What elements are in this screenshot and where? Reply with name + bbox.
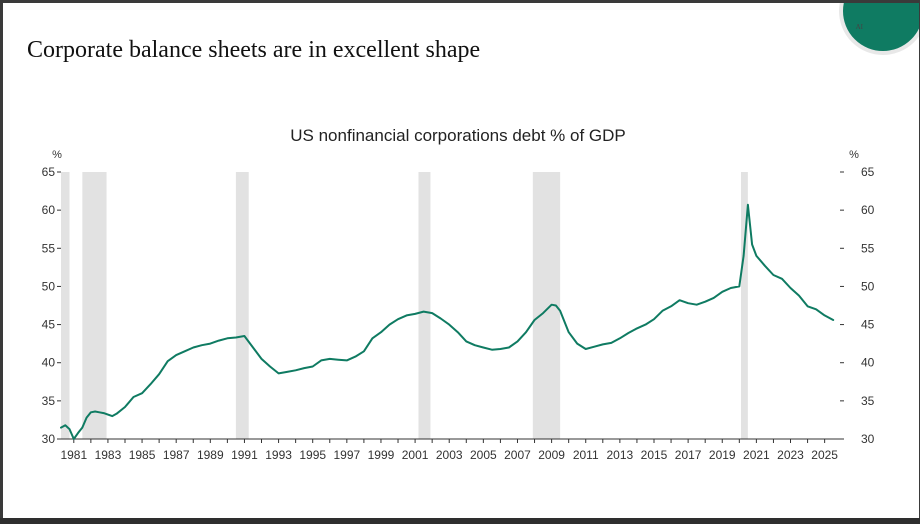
y-tick-label-right: 45 — [861, 318, 875, 332]
y-tick-label-left: 30 — [42, 432, 56, 446]
x-tick-label: 1997 — [333, 448, 360, 462]
axes: 30 30 35 35 40 40 45 45 50 50 55 55 60 60 65 65 1981 1983… — [42, 165, 875, 462]
x-tick-label: 2011 — [573, 448, 599, 462]
x-tick-label: 1985 — [129, 448, 156, 462]
recession-band — [61, 172, 70, 439]
y-tick-label-right: 50 — [861, 279, 875, 293]
recession-bands — [61, 172, 748, 439]
x-tick-label: 2015 — [641, 448, 668, 462]
x-tick-label: 2023 — [777, 448, 804, 462]
y-axis-unit-right: % — [849, 149, 859, 161]
y-tick-label-left: 55 — [42, 241, 56, 255]
x-tick-label: 2021 — [743, 448, 770, 462]
y-tick-label-right: 65 — [861, 165, 875, 179]
recession-band — [418, 172, 431, 439]
x-tick-label: 1995 — [299, 448, 326, 462]
x-tick-label: 2017 — [675, 448, 702, 462]
x-tick-label: 2007 — [504, 448, 531, 462]
recession-band — [82, 172, 107, 439]
y-tick-label-left: 35 — [42, 394, 56, 408]
y-tick-label-left: 40 — [42, 356, 56, 370]
y-tick-label-right: 55 — [861, 241, 875, 255]
slide: Corporate balance sheets are in excellen… — [3, 3, 919, 518]
recession-band — [741, 172, 748, 439]
y-tick-label-left: 60 — [42, 203, 56, 217]
page-title: Corporate balance sheets are in excellen… — [27, 37, 481, 63]
y-tick-label-left: 65 — [42, 165, 56, 179]
y-tick-label-left: 45 — [42, 318, 56, 332]
y-tick-label-left: 50 — [42, 279, 56, 293]
x-tick-label: 2009 — [538, 448, 565, 462]
x-tick-label: 1993 — [265, 448, 292, 462]
x-tick-label: 1991 — [231, 448, 258, 462]
x-tick-label: 2001 — [402, 448, 429, 462]
debt-to-gdp-chart: US nonfinancial corporations debt % of G… — [42, 126, 875, 462]
y-axis-unit-left: % — [52, 149, 62, 161]
corner-label: AI — [855, 23, 863, 31]
y-tick-label-right: 60 — [861, 203, 875, 217]
window-bottom-bar — [0, 518, 920, 524]
x-tick-label: 1981 — [60, 448, 87, 462]
x-tick-label: 2005 — [470, 448, 497, 462]
x-tick-label: 2019 — [709, 448, 736, 462]
recession-band — [235, 172, 249, 439]
x-tick-label: 1987 — [163, 448, 190, 462]
y-tick-label-right: 30 — [861, 432, 875, 446]
chart-title: US nonfinancial corporations debt % of G… — [290, 126, 625, 145]
x-tick-label: 2013 — [607, 448, 634, 462]
y-tick-label-right: 40 — [861, 356, 875, 370]
series-lines — [60, 203, 835, 440]
x-tick-label: 1999 — [368, 448, 395, 462]
close-icon[interactable]: ✕ — [891, 3, 920, 5]
x-tick-label: 2025 — [811, 448, 838, 462]
series-line — [60, 203, 835, 440]
y-tick-label-right: 35 — [861, 394, 875, 408]
x-tick-label: 1983 — [95, 448, 122, 462]
x-tick-label: 1989 — [197, 448, 224, 462]
x-tick-label: 2003 — [436, 448, 463, 462]
